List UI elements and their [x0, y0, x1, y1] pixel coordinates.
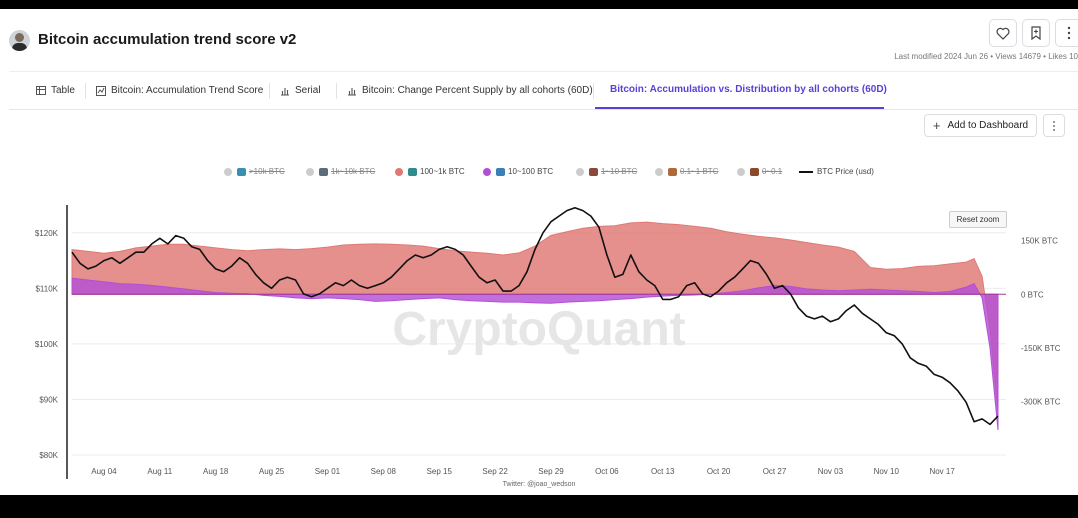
x-tick-label: Nov 10 — [874, 467, 900, 476]
chart-options-button[interactable] — [1043, 114, 1065, 137]
y-tick-label-left: $110K — [35, 284, 58, 293]
more-options-button[interactable] — [1055, 19, 1078, 47]
legend-label: 10~100 BTC — [508, 167, 554, 176]
x-tick-label: Oct 27 — [763, 467, 787, 476]
legend-item-100-1k[interactable]: 100~1k BTC — [395, 167, 465, 176]
y-tick-label-right: 150K BTC — [1021, 237, 1058, 246]
legend-dot — [306, 167, 314, 176]
legend-dot — [655, 167, 663, 176]
heart-icon — [996, 27, 1010, 40]
chart-icon — [96, 85, 106, 96]
tab-serial[interactable]: Serial — [280, 72, 321, 109]
chart-legend: >10k BTC 1k~10k BTC 100~1k BTC 10~100 BT… — [0, 164, 1078, 182]
y-tick-label-left: $100K — [35, 340, 59, 349]
bar-chart-icon — [348, 87, 356, 96]
x-tick-label: Aug 25 — [259, 467, 285, 476]
avatar[interactable] — [9, 30, 30, 51]
legend-label: 0.1~1 BTC — [680, 167, 719, 176]
tab-label: Serial — [295, 85, 321, 96]
bookmark-add-icon — [1031, 26, 1041, 40]
reset-zoom-button[interactable]: Reset zoom — [949, 211, 1007, 228]
legend-label: 1k~10k BTC — [331, 167, 376, 176]
more-vertical-icon — [1067, 26, 1071, 40]
legend-dot — [224, 167, 232, 176]
header: Bitcoin accumulation trend score v2 Last… — [0, 9, 1078, 71]
btc-price-line — [71, 207, 999, 426]
tab-table[interactable]: Table — [36, 72, 75, 109]
legend-dot — [483, 167, 491, 176]
dolphin-icon — [408, 167, 417, 176]
legend-label: 0~0.1 — [762, 167, 783, 176]
add-to-dashboard-label: Add to Dashboard — [947, 120, 1029, 131]
x-tick-label: Nov 17 — [929, 467, 955, 476]
tab-change-percent-supply[interactable]: Bitcoin: Change Percent Supply by all co… — [347, 72, 593, 109]
y-tick-label-left: $120K — [35, 229, 59, 238]
y-tick-label-left: $90K — [39, 395, 58, 404]
legend-dot — [737, 167, 745, 176]
x-tick-label: Sep 15 — [427, 467, 453, 476]
y-tick-label-right: 0 BTC — [1021, 290, 1044, 299]
x-tick-label: Aug 18 — [203, 467, 229, 476]
tab-label: Bitcoin: Accumulation vs. Distribution b… — [610, 84, 887, 95]
plus-icon: + — [932, 118, 941, 133]
like-button[interactable] — [989, 19, 1017, 47]
tab-accumulation-vs-distribution[interactable]: Bitcoin: Accumulation vs. Distribution b… — [595, 72, 887, 109]
octopus-icon — [668, 167, 677, 176]
table-icon — [36, 86, 46, 95]
x-tick-label: Sep 22 — [482, 467, 508, 476]
crab-icon — [589, 167, 598, 176]
shark-icon — [319, 167, 328, 176]
tab-label: Table — [51, 85, 75, 96]
watermark: CryptoQuant — [392, 303, 685, 356]
x-tick-label: Oct 13 — [651, 467, 675, 476]
legend-line — [799, 170, 813, 173]
page-title: Bitcoin accumulation trend score v2 — [38, 31, 297, 48]
x-tick-label: Sep 01 — [315, 467, 341, 476]
whale-icon — [237, 167, 246, 176]
x-tick-label: Aug 11 — [147, 467, 172, 476]
tab-accumulation-trend-score[interactable]: Bitcoin: Accumulation Trend Score — [96, 72, 263, 109]
y-tick-label-left: $80K — [39, 451, 58, 460]
legend-item-btc-price[interactable]: BTC Price (usd) — [799, 167, 874, 176]
x-tick-label: Sep 08 — [371, 467, 397, 476]
x-tick-label: Oct 06 — [595, 467, 619, 476]
area-series-100-1k-btc — [71, 221, 999, 413]
chart-credit: Twitter: @joao_wedson — [502, 481, 576, 488]
more-vertical-icon — [1053, 120, 1055, 131]
x-tick-label: Sep 29 — [538, 467, 564, 476]
legend-dot — [395, 167, 403, 176]
add-to-dashboard-button[interactable]: + Add to Dashboard — [924, 114, 1037, 137]
legend-item-0-0-1[interactable]: 0~0.1 — [737, 167, 782, 176]
shrimp-icon — [750, 167, 759, 176]
legend-dot — [576, 167, 584, 176]
page-meta: Last modified 2024 Jun 26 • Views 14679 … — [894, 52, 1078, 61]
tab-bar: Table Bitcoin: Accumulation Trend Score … — [9, 71, 1078, 110]
bookmark-button[interactable] — [1022, 19, 1050, 47]
legend-label: 1~10 BTC — [601, 167, 638, 176]
bar-chart-icon — [281, 87, 289, 96]
y-tick-label-right: -150K BTC — [1021, 344, 1061, 353]
legend-item-1-10[interactable]: 1~10 BTC — [576, 167, 637, 176]
legend-item-10k-plus[interactable]: >10k BTC — [224, 167, 285, 176]
x-tick-label: Nov 03 — [818, 467, 844, 476]
x-tick-label: Oct 20 — [707, 467, 731, 476]
legend-label: >10k BTC — [249, 167, 285, 176]
legend-item-1k-10k[interactable]: 1k~10k BTC — [306, 167, 375, 176]
fish-icon — [496, 167, 505, 176]
y-tick-label-right: -300K BTC — [1021, 397, 1061, 406]
tab-label: Bitcoin: Accumulation Trend Score — [111, 85, 264, 96]
legend-label: 100~1k BTC — [420, 167, 465, 176]
legend-item-0-1-1[interactable]: 0.1~1 BTC — [655, 167, 718, 176]
tab-label: Bitcoin: Change Percent Supply by all co… — [362, 85, 593, 96]
legend-item-10-100[interactable]: 10~100 BTC — [483, 167, 553, 176]
area-series-10-100-btc — [71, 277, 999, 431]
legend-label: BTC Price (usd) — [817, 167, 874, 176]
x-tick-label: Aug 04 — [91, 467, 117, 476]
